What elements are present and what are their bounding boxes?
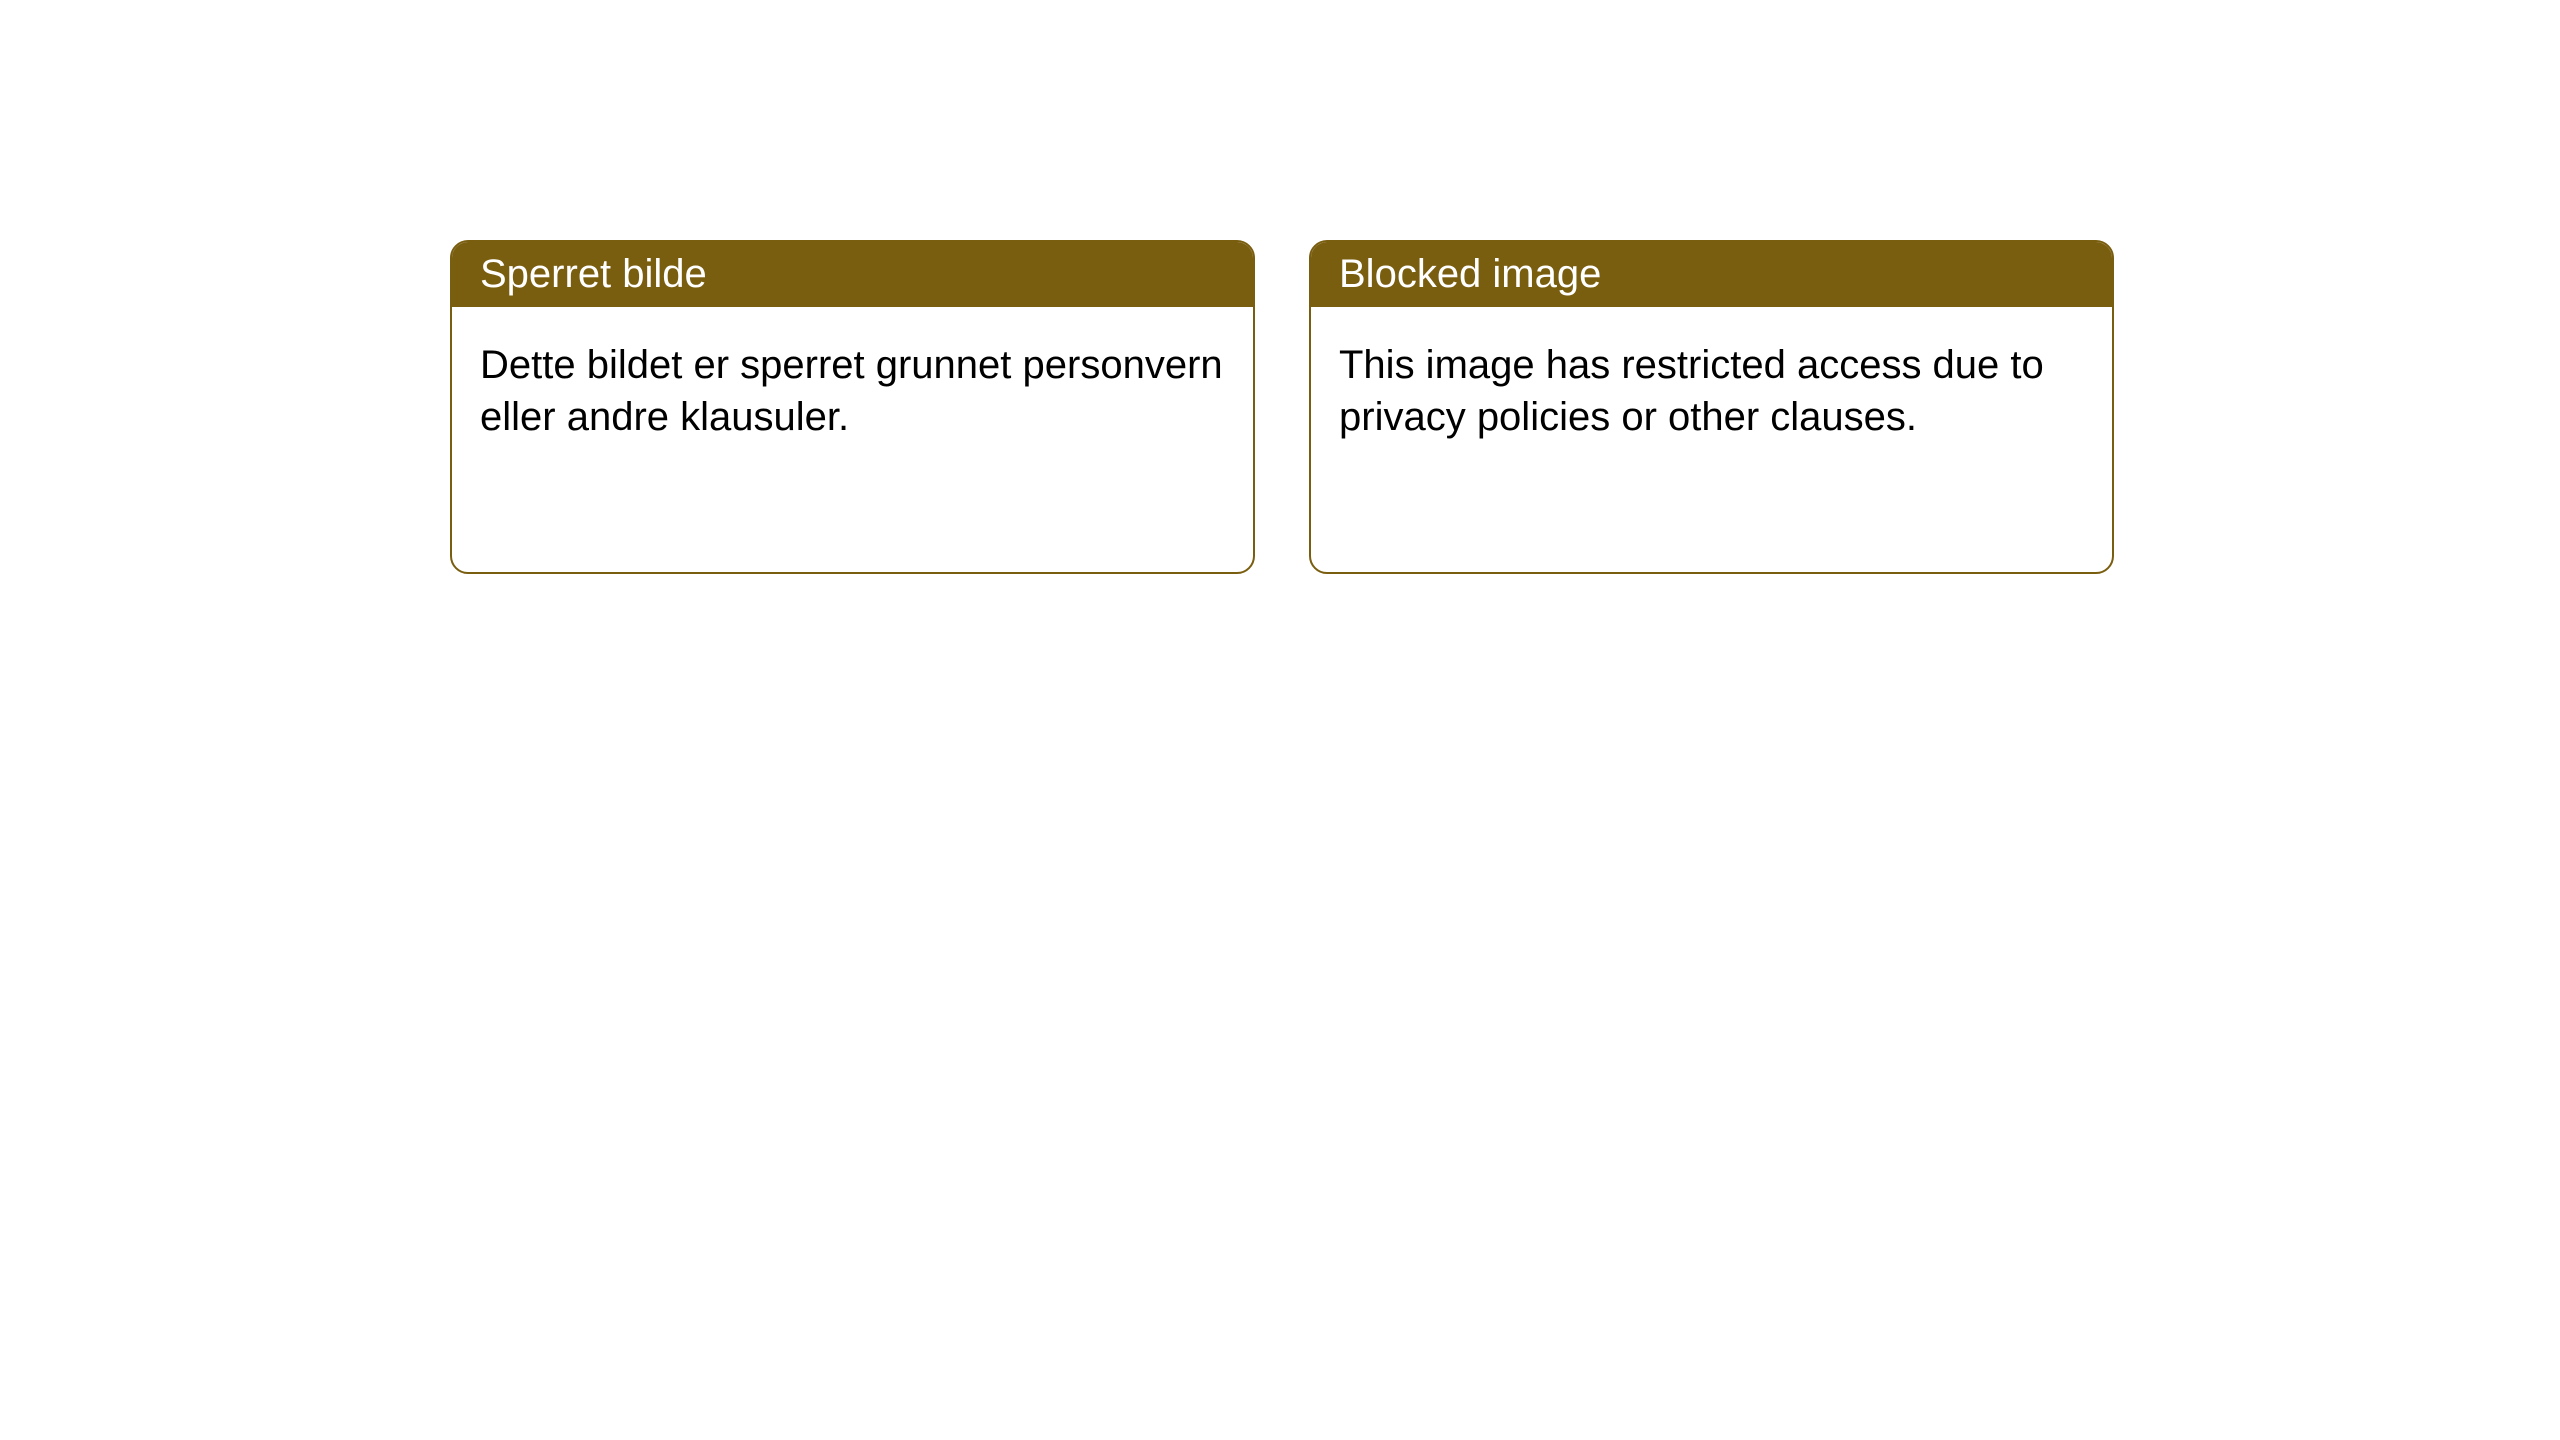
notice-container: Sperret bilde Dette bildet er sperret gr… (0, 0, 2560, 574)
notice-title-norwegian: Sperret bilde (452, 242, 1253, 307)
notice-body-norwegian: Dette bildet er sperret grunnet personve… (452, 307, 1253, 475)
notice-card-norwegian: Sperret bilde Dette bildet er sperret gr… (450, 240, 1255, 574)
notice-card-english: Blocked image This image has restricted … (1309, 240, 2114, 574)
notice-title-english: Blocked image (1311, 242, 2112, 307)
notice-body-english: This image has restricted access due to … (1311, 307, 2112, 475)
